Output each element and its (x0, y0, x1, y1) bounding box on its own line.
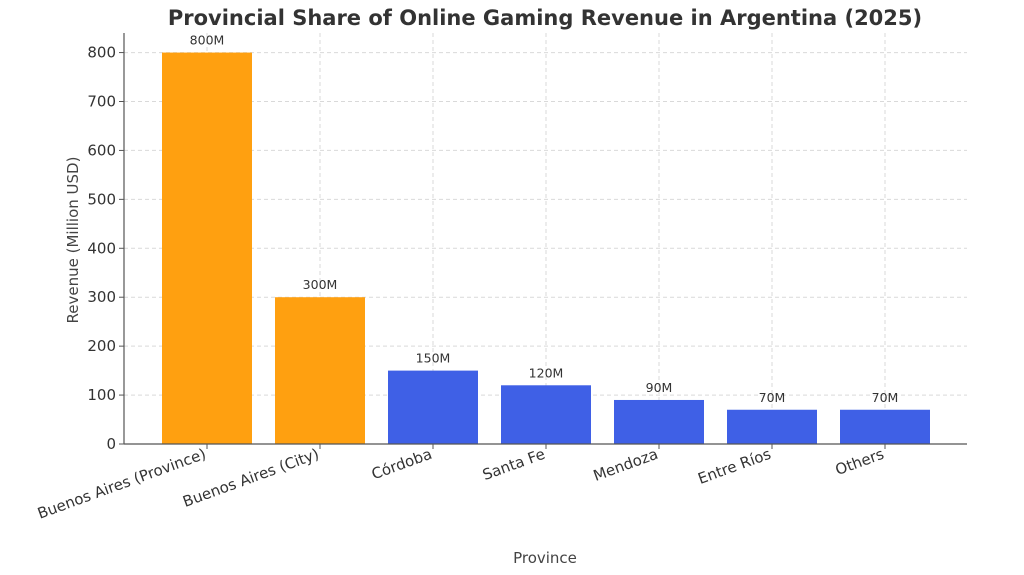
y-tick-label: 600 (87, 141, 116, 159)
y-tick-label: 700 (87, 93, 116, 111)
bar (840, 409, 930, 444)
bar (275, 297, 365, 444)
x-ticks: Buenos Aires (Province)Buenos Aires (Cit… (35, 444, 887, 523)
grid (124, 33, 967, 444)
bar (614, 399, 704, 444)
chart-title: Provincial Share of Online Gaming Revenu… (168, 6, 922, 30)
y-tick-label: 200 (87, 337, 116, 355)
data-label: 800M (190, 33, 225, 48)
x-tick-label: Mendoza (591, 445, 661, 485)
data-label: 120M (529, 365, 564, 380)
bar (727, 409, 817, 444)
data-label: 150M (416, 351, 451, 366)
y-tick-label: 300 (87, 288, 116, 306)
data-labels: 800M 300M 150M 120M 90M 70M 70M (190, 33, 899, 405)
bar (388, 370, 478, 444)
y-tick-label: 500 (87, 190, 116, 208)
x-tick-label: Entre Ríos (696, 445, 774, 488)
data-label: 90M (646, 380, 673, 395)
bar (501, 385, 591, 444)
data-label: 300M (303, 277, 338, 292)
x-tick-label: Santa Fe (480, 445, 547, 484)
data-label: 70M (872, 390, 899, 405)
y-ticks: 0 100 200 300 400 500 600 700 800 (87, 44, 124, 453)
y-tick-label: 100 (87, 386, 116, 404)
y-tick-label: 800 (87, 44, 116, 62)
x-tick-label: Córdoba (369, 445, 434, 483)
y-axis-title: Revenue (Million USD) (64, 157, 82, 324)
x-tick-label: Others (833, 445, 887, 479)
x-axis-title: Province (513, 549, 577, 567)
data-label: 70M (759, 390, 786, 405)
y-tick-label: 400 (87, 239, 116, 257)
x-tick-label: Buenos Aires (Province) (35, 445, 208, 523)
bars (162, 52, 930, 444)
bar (162, 52, 252, 444)
y-tick-label: 0 (106, 435, 116, 453)
